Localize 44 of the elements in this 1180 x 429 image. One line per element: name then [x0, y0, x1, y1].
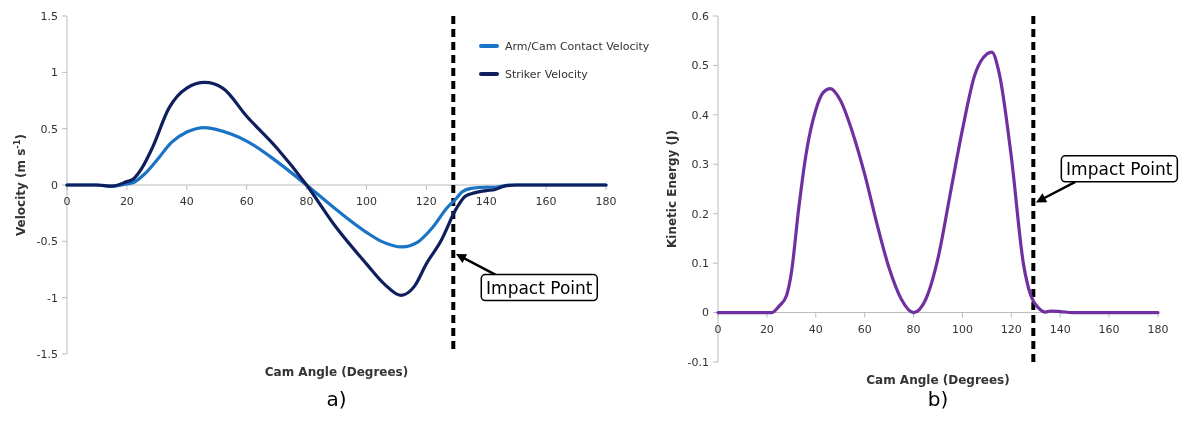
- y-tick-label: 0.2: [691, 207, 709, 221]
- text: b): [927, 387, 949, 411]
- y-tick-label: 0.3: [691, 158, 709, 172]
- x-tick-label: 0: [63, 195, 71, 208]
- x-tick-label: 140: [475, 195, 497, 208]
- x-tick-label: 160: [535, 195, 557, 208]
- y-tick-label: 0.6: [691, 9, 709, 23]
- y-tick-label: -0.5: [36, 235, 58, 249]
- legend-label: Striker Velocity: [505, 67, 589, 81]
- x-tick-label: 120: [415, 195, 437, 208]
- y-tick-label: -1.5: [36, 347, 58, 361]
- x-tick-label: 60: [857, 322, 872, 336]
- y-tick-label: 1: [51, 66, 58, 80]
- x-axis-title: Cam Angle (Degrees): [866, 373, 1010, 387]
- x-tick-label: 0: [714, 322, 722, 336]
- y-tick-label: 0.5: [40, 122, 58, 136]
- y-tick-label: 0: [702, 306, 709, 320]
- x-axis-title: Cam Angle (Degrees): [264, 365, 409, 379]
- x-tick-label: 40: [808, 322, 823, 336]
- x-tick-label: 100: [951, 322, 973, 336]
- y-tick-label: 1.5: [40, 9, 58, 23]
- x-tick-label: 160: [1098, 322, 1120, 336]
- x-tick-label: 180: [1147, 322, 1169, 336]
- x-tick-label: 180: [595, 195, 617, 208]
- x-tick-label: 60: [239, 195, 254, 208]
- x-tick-label: 20: [759, 322, 774, 336]
- y-tick-label: 0.4: [691, 108, 709, 122]
- legend-label: Arm/Cam Contact Velocity: [505, 39, 650, 53]
- x-tick-label: 100: [355, 195, 377, 208]
- annotation: Impact Point: [1066, 158, 1173, 179]
- y-axis-title: Kinetic Energy (J): [665, 129, 679, 249]
- x-tick-label: 80: [906, 322, 921, 336]
- x-tick-label: 140: [1049, 322, 1071, 336]
- y-tick-label: 0.5: [691, 59, 709, 73]
- text: a): [326, 387, 347, 411]
- x-tick-label: 120: [1000, 322, 1022, 336]
- x-tick-label: 40: [179, 195, 194, 208]
- y-tick-label: -0.1: [687, 355, 709, 369]
- x-tick-label: 80: [299, 195, 314, 208]
- y-tick-label: 0: [51, 178, 58, 192]
- y-tick-label: 0.1: [691, 256, 709, 270]
- x-tick-label: 20: [119, 195, 134, 208]
- y-tick-label: -1: [47, 291, 58, 305]
- annotation: Impact Point: [486, 277, 593, 298]
